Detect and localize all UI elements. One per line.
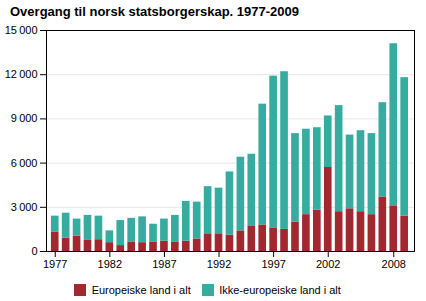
svg-text:12 000: 12 000 (5, 68, 38, 80)
html-text:Overgang til norsk statsborger: Overgang til norsk statsborgerskap. 1977… (10, 4, 299, 19)
svg-text:0: 0 (31, 245, 37, 257)
svg-text:9 000: 9 000 (11, 112, 38, 124)
svg-text:2008: 2008 (382, 258, 406, 270)
html-text:Ikke-europeiske land i alt: Ikke-europeiske land i alt (219, 283, 341, 296)
svg-text:1997: 1997 (261, 258, 285, 270)
html-text:Europeiske land i alt: Europeiske land i alt (91, 283, 191, 296)
svg-text:2002: 2002 (316, 258, 340, 270)
svg-text:1982: 1982 (98, 258, 122, 270)
svg-text:1987: 1987 (152, 258, 176, 270)
svg-text:1992: 1992 (207, 258, 231, 270)
svg-text:6 000: 6 000 (11, 157, 38, 169)
svg-text:1977: 1977 (43, 258, 67, 270)
svg-text:15 000: 15 000 (5, 24, 38, 36)
svg-text:3 000: 3 000 (11, 201, 38, 213)
